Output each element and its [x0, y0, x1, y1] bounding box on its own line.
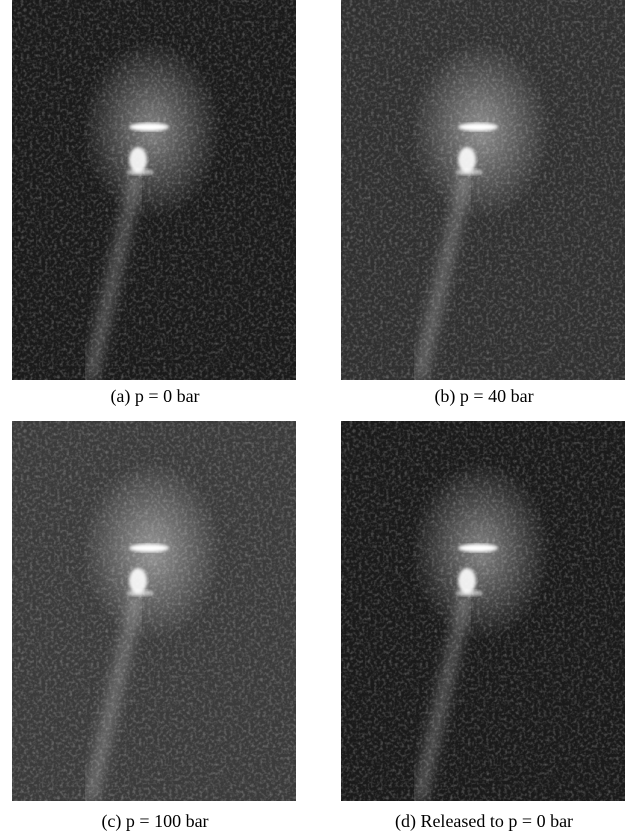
caption: (a) p = 0 bar — [110, 386, 200, 406]
image-d — [341, 421, 625, 801]
caption: (c) p = 100 bar — [101, 811, 209, 831]
caption: (b) p = 40 bar — [434, 386, 534, 406]
image-a — [12, 0, 296, 380]
image-c — [12, 421, 296, 801]
caption: (d) Released to p = 0 bar — [394, 811, 574, 831]
image-b — [341, 0, 625, 380]
